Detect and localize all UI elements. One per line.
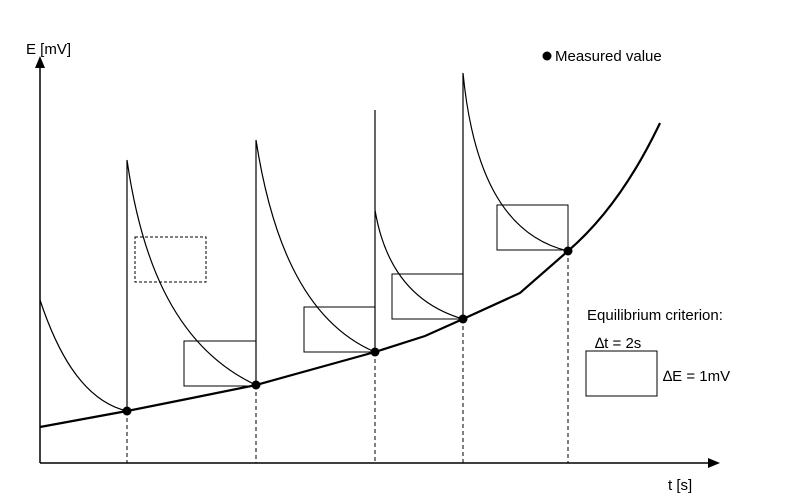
equilibrium-curve: [39, 122, 661, 429]
legend-marker: [542, 51, 552, 61]
response-segment-4: [462, 72, 569, 319]
criterion-box-3: [391, 273, 464, 320]
criterion-box-2: [303, 306, 376, 353]
measured-point-4: [458, 314, 468, 324]
response-segment-1: [126, 159, 257, 411]
measured-point-5: [563, 246, 573, 256]
measured-point-1: [122, 406, 132, 416]
criterion-dt-label: ∆t = 2s: [595, 335, 641, 352]
measured-point-3: [370, 347, 380, 357]
response-segment-0: [39, 299, 128, 412]
measured-point-2: [251, 380, 261, 390]
legend-label: Measured value: [555, 48, 662, 65]
criterion-title: Equilibrium criterion:: [587, 307, 723, 324]
criterion-box-unmet: [134, 236, 207, 283]
y-axis-arrowhead: [35, 56, 45, 68]
response-segment-2: [255, 139, 376, 385]
criterion-de-label: ∆E = 1mV: [663, 368, 730, 385]
criterion-legend-box: [585, 350, 658, 397]
x-axis-label: t [s]: [668, 477, 692, 494]
criterion-box-4: [496, 204, 569, 251]
y-axis-label: E [mV]: [26, 41, 71, 58]
criterion-box-1: [183, 340, 257, 387]
x-axis-arrowhead: [708, 458, 720, 468]
response-segment-3: [374, 110, 464, 352]
